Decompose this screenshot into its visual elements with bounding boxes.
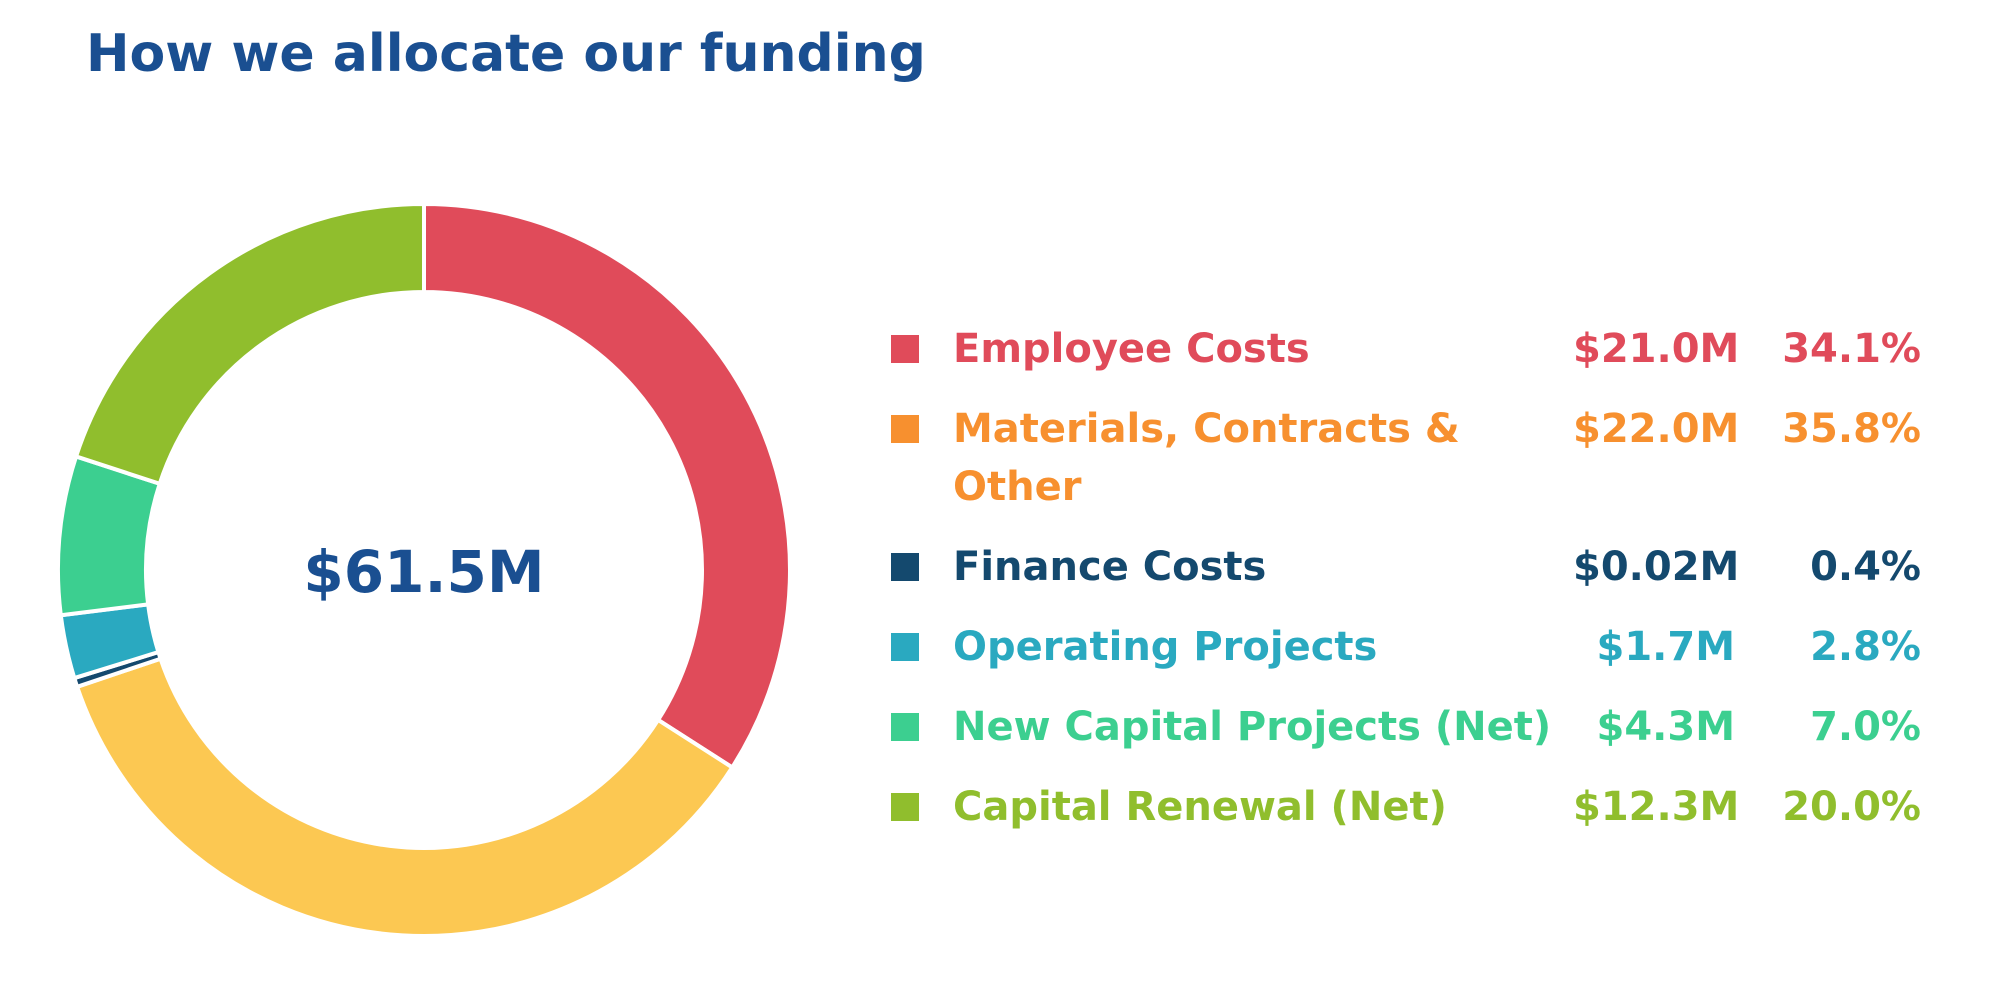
amount-label: $4.3M bbox=[1596, 704, 1736, 750]
legend-swatch bbox=[891, 793, 919, 821]
legend-row: New Capital Projects (Net) $4.3M 7.0% bbox=[891, 698, 1921, 756]
percent-label: 20.0% bbox=[1782, 784, 1921, 830]
center-total: $61.5M bbox=[303, 538, 544, 606]
legend-swatch bbox=[891, 415, 919, 443]
amount-label: $22.0M bbox=[1573, 406, 1740, 452]
legend-row: Finance Costs $0.02M 0.4% bbox=[891, 538, 1921, 596]
legend-label: Employee Costs bbox=[953, 326, 1310, 372]
percent-label: 7.0% bbox=[1810, 704, 1921, 750]
legend-row: Capital Renewal (Net) $12.3M 20.0% bbox=[891, 778, 1921, 836]
legend-swatch bbox=[891, 553, 919, 581]
legend-row: Employee Costs $21.0M 34.1% bbox=[891, 320, 1921, 378]
donut-slice bbox=[74, 656, 735, 938]
legend-label: Capital Renewal (Net) bbox=[953, 784, 1447, 830]
legend: Employee Costs $21.0M 34.1% Materials, Cont… bbox=[891, 320, 1921, 836]
amount-label: $21.0M bbox=[1573, 326, 1740, 372]
donut-slice bbox=[422, 201, 792, 771]
amount-label: $1.7M bbox=[1596, 624, 1736, 670]
legend-swatch bbox=[891, 713, 919, 741]
legend-row: Materials, Contracts & Other $22.0M 35.8% bbox=[891, 400, 1921, 516]
legend-label: Finance Costs bbox=[953, 544, 1267, 590]
legend-swatch bbox=[891, 335, 919, 363]
legend-label: Materials, Contracts & Other bbox=[953, 406, 1460, 510]
legend-label: New Capital Projects (Net) bbox=[953, 704, 1552, 750]
percent-label: 35.8% bbox=[1782, 406, 1921, 452]
chart-title: How we allocate our funding bbox=[86, 24, 926, 84]
legend-swatch bbox=[891, 633, 919, 661]
amount-label: $12.3M bbox=[1573, 784, 1740, 830]
percent-label: 0.4% bbox=[1810, 544, 1921, 590]
legend-row: Operating Projects $1.7M 2.8% bbox=[891, 618, 1921, 676]
amount-label: $0.02M bbox=[1573, 544, 1740, 590]
legend-label: Operating Projects bbox=[953, 624, 1378, 670]
donut-slice bbox=[73, 201, 426, 487]
percent-label: 34.1% bbox=[1782, 326, 1921, 372]
percent-label: 2.8% bbox=[1810, 624, 1921, 670]
